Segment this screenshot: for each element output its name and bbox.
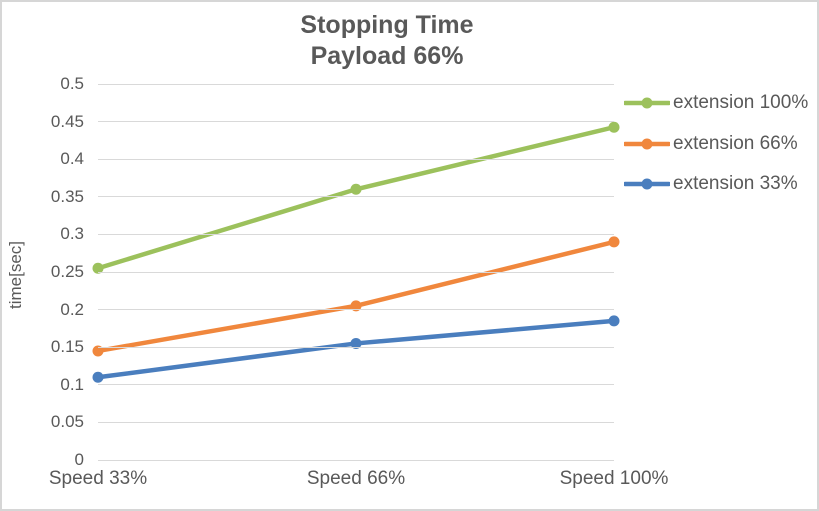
y-tick-label: 0.25: [50, 262, 84, 281]
x-axis-label: Speed 33%: [48, 468, 148, 489]
data-point-marker: [92, 262, 104, 274]
legend-item: extension 33%: [624, 172, 798, 196]
chart-subtitle: Payload 66%: [310, 42, 464, 70]
gridline: [98, 121, 614, 123]
y-tick-label: 0.35: [50, 186, 84, 206]
series-line: [95, 239, 617, 354]
data-point-marker: [350, 300, 362, 312]
y-tick-label: 0.45: [50, 111, 84, 131]
legend-item: extension 66%: [624, 132, 798, 156]
data-point-marker: [350, 183, 362, 195]
legend-line-marker-icon: [624, 97, 670, 109]
gridline: [98, 421, 614, 423]
data-point-marker: [92, 345, 104, 357]
legend-item: extension 100%: [624, 91, 808, 115]
x-axis-label: Speed 100%: [559, 468, 669, 489]
data-point-marker: [608, 121, 620, 133]
gridline: [98, 384, 614, 386]
data-point-marker: [608, 315, 620, 327]
legend-line-marker-icon: [624, 138, 670, 150]
y-tick-label: 0.5: [60, 74, 84, 93]
series-line: [95, 124, 617, 271]
chart-title-block: Stopping Time Payload 66%: [98, 10, 676, 72]
gridline: [98, 233, 614, 235]
y-tick-label: 0: [74, 450, 84, 469]
gridline: [98, 309, 614, 311]
series-plot: [92, 121, 620, 383]
plot-area: [92, 83, 620, 461]
gridline: [98, 459, 614, 461]
gridline: [98, 271, 614, 273]
y-tick-label: 0.05: [50, 412, 84, 432]
data-point-marker: [608, 236, 620, 248]
legend-label: extension 33%: [673, 173, 798, 194]
y-tick-label: 0.15: [50, 337, 84, 357]
legend-label: extension 100%: [673, 92, 809, 113]
legend-line-marker-icon: [624, 178, 670, 190]
data-point-marker: [350, 337, 362, 349]
series-line: [95, 318, 617, 380]
chart-title: Stopping Time: [300, 11, 474, 39]
gridline: [98, 196, 614, 198]
y-tick-label: 0.1: [60, 374, 84, 394]
legend-label: extension 66%: [673, 133, 798, 154]
y-tick-label: 0.4: [60, 149, 84, 169]
gridline: [98, 83, 614, 85]
gridline: [98, 158, 614, 160]
y-tick-label: 0.3: [60, 224, 84, 244]
y-tick-label: 0.2: [60, 299, 84, 319]
x-axis-label: Speed 66%: [306, 468, 406, 489]
data-point-marker: [92, 371, 104, 383]
gridline: [98, 346, 614, 348]
